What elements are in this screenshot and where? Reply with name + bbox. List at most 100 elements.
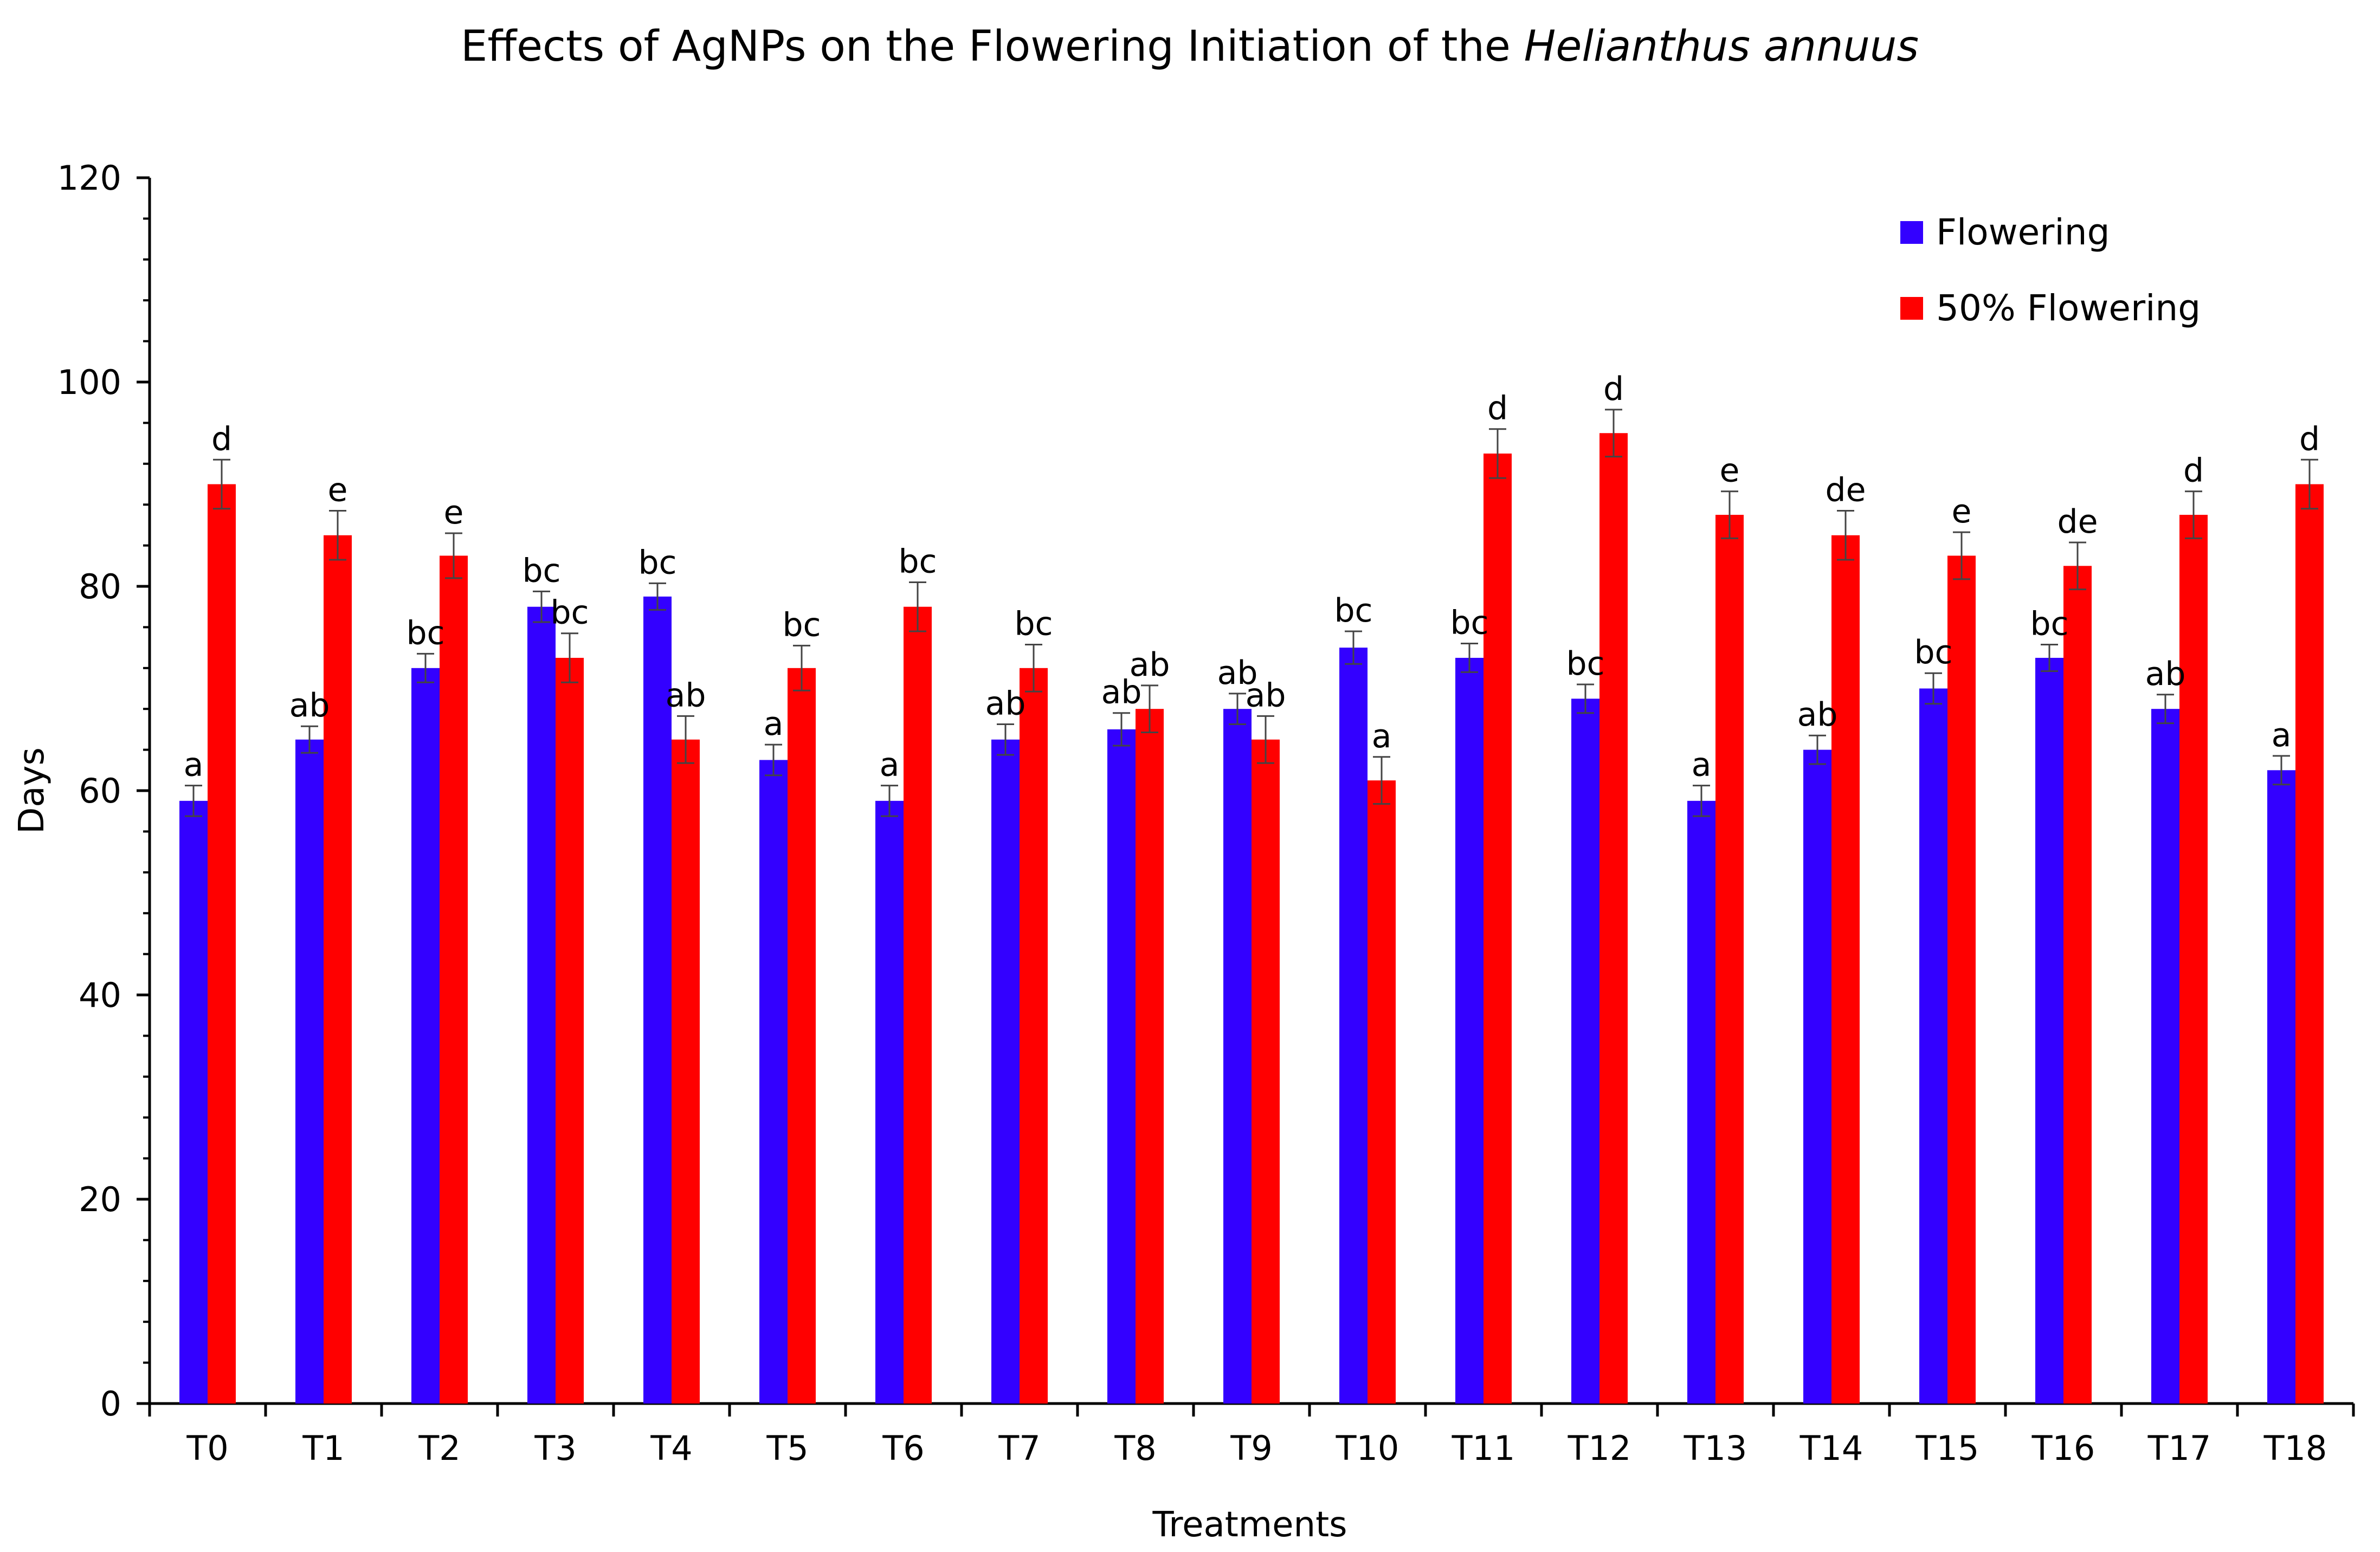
significance-label: a: [880, 746, 900, 784]
significance-label: de: [1826, 471, 1866, 509]
bar: [788, 668, 816, 1404]
bar: [1368, 780, 1396, 1404]
bar: [1020, 668, 1048, 1404]
significance-label: bc: [1014, 605, 1053, 643]
y-tick-label: 20: [79, 1180, 121, 1219]
bar: [1715, 515, 1744, 1404]
bar: [440, 555, 468, 1404]
bar: [1803, 749, 1831, 1404]
bar: [643, 596, 672, 1404]
x-tick-label: T14: [1799, 1428, 1863, 1468]
significance-label: e: [1720, 452, 1740, 490]
significance-label: ab: [2145, 655, 2186, 693]
bar: [2295, 484, 2324, 1404]
significance-label: bc: [898, 542, 937, 580]
bar: [324, 535, 352, 1404]
significance-label: bc: [1334, 592, 1372, 630]
significance-label: bc: [1450, 604, 1488, 642]
significance-label: a: [1372, 717, 1392, 755]
significance-label: ab: [1246, 676, 1286, 714]
x-tick-label: T5: [766, 1428, 808, 1468]
significance-label: bc: [782, 606, 821, 644]
x-tick-label: T2: [418, 1428, 460, 1468]
significance-label: ab: [289, 687, 330, 725]
significance-label: bc: [638, 544, 676, 581]
bar: [208, 484, 236, 1404]
bar: [411, 668, 440, 1404]
significance-label: de: [2057, 503, 2098, 541]
x-tick-label: T13: [1684, 1428, 1747, 1468]
x-tick-label: T16: [2031, 1428, 2095, 1468]
significance-label: d: [211, 420, 232, 458]
x-tick-label: T3: [534, 1428, 576, 1468]
x-tick-label: T7: [998, 1428, 1040, 1468]
y-tick-label: 0: [100, 1384, 121, 1424]
bar: [2063, 566, 2092, 1404]
chart-title-main: Effects of AgNPs on the Flowering Initia…: [461, 22, 1524, 71]
y-tick-label: 40: [79, 975, 121, 1015]
y-tick-label: 120: [57, 158, 121, 198]
significance-label: d: [2183, 452, 2204, 490]
bar: [179, 800, 208, 1404]
bar: [527, 606, 556, 1404]
x-tick-label: T0: [186, 1428, 228, 1468]
significance-label: bc: [2030, 605, 2068, 643]
significance-label: d: [1603, 370, 1624, 408]
x-tick-label: T11: [1452, 1428, 1515, 1468]
y-tick-label: 100: [57, 363, 121, 402]
significance-label: a: [1692, 746, 1712, 784]
bar: [1339, 648, 1368, 1404]
bar: [2035, 657, 2063, 1404]
x-tick-label: T4: [650, 1428, 692, 1468]
significance-label: bc: [1566, 645, 1604, 683]
significance-label: ab: [1101, 674, 1142, 712]
bar: [1571, 699, 1599, 1404]
bar: [2179, 515, 2208, 1404]
bar: [991, 739, 1020, 1404]
legend-label-50-flowering: 50% Flowering: [1936, 287, 2201, 329]
legend: Flowering 50% Flowering: [1900, 211, 2201, 329]
significance-label: ab: [1217, 654, 1258, 692]
x-ticks: T0 T1 T2 T3 T4 T5 T6 T7 T8 T9 T10 T11 T12 T13 T14 T15 T1…: [148, 1404, 2355, 1468]
x-tick-label: T17: [2147, 1428, 2211, 1468]
significance-label: e: [444, 494, 464, 532]
significance-label: bc: [406, 614, 444, 652]
x-tick-label: T8: [1114, 1428, 1156, 1468]
bar: [1107, 729, 1136, 1404]
x-tick-label: T18: [2263, 1428, 2327, 1468]
x-tick-label: T12: [1568, 1428, 1631, 1468]
bar: [1919, 688, 1947, 1404]
bar: [904, 606, 932, 1404]
bar: [1947, 555, 1976, 1404]
bar: [1831, 535, 1860, 1404]
x-tick-label: T10: [1336, 1428, 1399, 1468]
chart-title: Effects of AgNPs on the Flowering Initia…: [461, 22, 1919, 71]
significance-label: a: [764, 705, 784, 743]
significance-label: d: [1487, 390, 1508, 428]
x-tick-label: T6: [882, 1428, 924, 1468]
bar: [1223, 709, 1252, 1404]
bars: [179, 433, 2324, 1404]
legend-label-flowering: Flowering: [1936, 211, 2110, 253]
significance-label: bc: [550, 594, 589, 632]
significance-label: ab: [1797, 696, 1838, 734]
bar: [672, 739, 700, 1404]
y-tick-label: 60: [79, 771, 121, 811]
bar: [2267, 770, 2295, 1404]
x-axis-label: Treatments: [1152, 1505, 1347, 1545]
significance-label: ab: [985, 684, 1026, 722]
bar: [875, 800, 904, 1404]
significance-label: bc: [1914, 633, 1952, 671]
significance-label: d: [2299, 420, 2320, 458]
bar: [556, 657, 584, 1404]
bar: [1136, 709, 1164, 1404]
significance-label: a: [184, 746, 204, 784]
significance-label: e: [1952, 493, 1972, 531]
significance-label: ab: [1130, 646, 1170, 684]
legend-swatch-50-flowering: [1900, 297, 1923, 320]
bar: [295, 739, 324, 1404]
x-tick-label: T9: [1230, 1428, 1272, 1468]
y-ticks: 0 20 40 60 80 100 120: [57, 158, 150, 1424]
